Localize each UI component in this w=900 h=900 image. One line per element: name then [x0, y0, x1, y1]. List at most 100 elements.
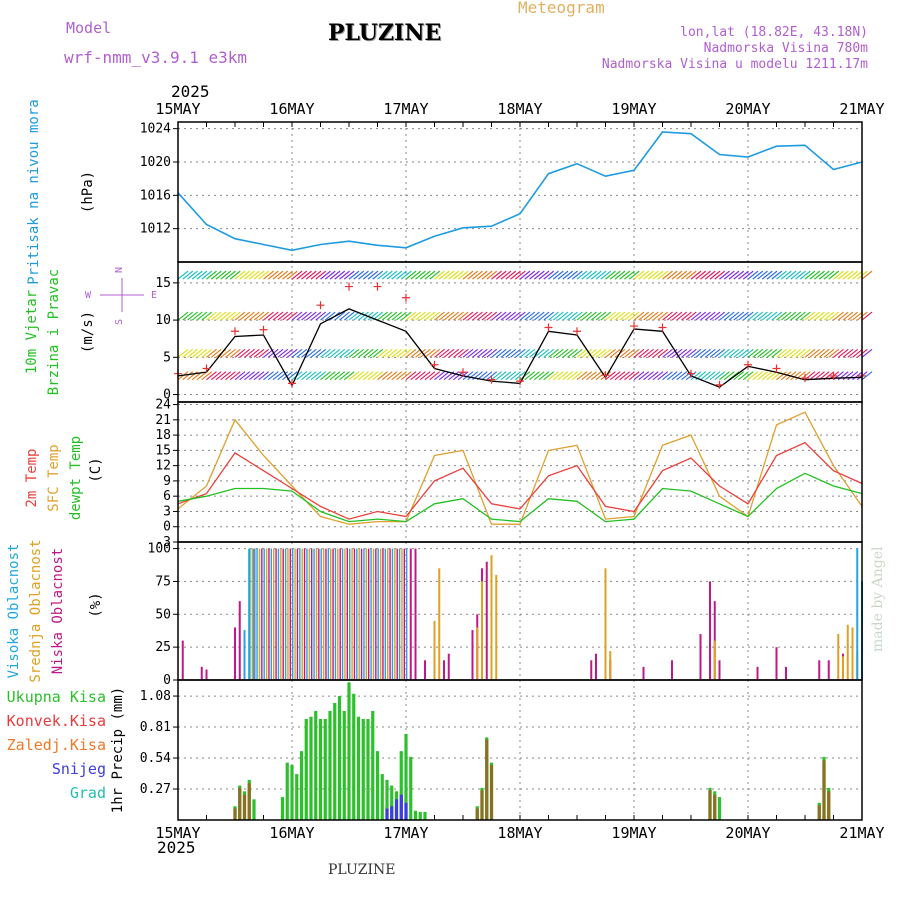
wind-barb	[738, 348, 749, 358]
cloud-overcast-bar	[365, 548, 368, 680]
wind-barb	[453, 371, 464, 381]
wind-barb	[733, 348, 745, 358]
wind-barb	[291, 348, 303, 358]
wind-barb	[576, 371, 588, 381]
cloud-overcast-bar	[261, 548, 263, 680]
wind-barb	[324, 311, 336, 321]
wind-barb	[177, 311, 189, 321]
precip-bar	[309, 716, 313, 820]
cloud-bar-niska	[471, 630, 474, 680]
wind-barb	[809, 371, 821, 381]
wind-rose-s: S	[114, 319, 125, 325]
wind-barb	[339, 311, 350, 321]
cloud-overcast-bar	[330, 548, 332, 680]
wind-barb	[662, 371, 673, 381]
model-name: wrf-nmm_v3.9.1 e3km	[64, 48, 248, 67]
cloud-overcast-bar	[384, 548, 387, 680]
wind-barb	[619, 270, 631, 280]
wind-barb	[462, 311, 474, 321]
wind-barb	[234, 270, 246, 280]
precip-legend-item: Snijeg	[52, 760, 106, 778]
wind-gust-marker	[744, 360, 752, 369]
wind-barb	[742, 270, 754, 280]
cloud-overcast-bar	[363, 548, 365, 680]
wind-barb	[329, 270, 341, 280]
cloud-overcast-bar	[334, 548, 337, 680]
wind-barb	[448, 348, 460, 358]
cloud-bar-srednja	[433, 620, 436, 680]
wind-barb	[666, 270, 678, 280]
wind-barb	[514, 311, 526, 321]
wind-barb	[239, 371, 251, 381]
wind-barb	[809, 311, 821, 321]
wind-barb	[400, 348, 412, 358]
wind-barb	[828, 348, 840, 358]
wind-barb	[495, 371, 507, 381]
wind-barb	[790, 311, 802, 321]
cloud-bar-srednja	[842, 656, 844, 680]
wind-barb	[377, 270, 388, 280]
altitude: Nadmorska Visina 780m	[703, 41, 868, 56]
precip-legend-item: Grad	[70, 784, 106, 802]
precip-bar	[356, 716, 361, 820]
precip-bar	[299, 751, 304, 820]
precip-bar	[233, 808, 237, 820]
wind-barb	[752, 348, 764, 358]
wind-barb	[847, 348, 859, 358]
wind-barb	[476, 348, 488, 358]
wind-barb	[453, 270, 464, 280]
cloud-tick-label: 75	[155, 574, 171, 589]
wind-barb	[296, 371, 308, 381]
wind-barb	[761, 311, 773, 321]
wind-tick-label: 0	[163, 388, 171, 403]
cloud-overcast-bar	[275, 548, 277, 680]
wind-barb	[263, 270, 274, 280]
wind-barb	[239, 311, 251, 321]
wind-barb	[628, 270, 640, 280]
wind-barb	[339, 270, 350, 280]
cloud-bar-srednja	[846, 624, 849, 680]
wind-barb	[638, 371, 650, 381]
wind-barb	[419, 348, 431, 358]
wind-barb	[486, 311, 498, 321]
wind-barb	[652, 348, 664, 358]
cloud-overcast-bar	[292, 548, 294, 680]
wind-barb	[315, 348, 327, 358]
wind-barb	[595, 311, 607, 321]
wind-barb	[852, 348, 863, 358]
wind-barb	[733, 371, 745, 381]
temperature-tick-label: 24	[155, 398, 171, 413]
cloud-bar-visoka	[253, 548, 255, 680]
wind-barb	[453, 311, 464, 321]
cloud-bar-srednja	[490, 555, 493, 680]
wind-barb	[277, 311, 289, 321]
cloud-bar-niska	[775, 647, 778, 680]
wind-barb	[182, 371, 194, 381]
cloud-overcast-bar	[370, 548, 372, 680]
cloud-overcast-bar	[368, 548, 370, 680]
wind-barb	[552, 270, 564, 280]
wind-barb	[690, 348, 702, 358]
wind-gust-marker	[687, 369, 695, 378]
precip-axis-label: 1hr Precip (mm)	[110, 687, 126, 813]
precip-bar	[485, 739, 489, 820]
wind-barb	[814, 270, 825, 280]
wind-barb	[771, 311, 783, 321]
wind-barb	[320, 371, 331, 381]
wind-barb	[552, 311, 564, 321]
wind-barb	[348, 348, 360, 358]
year-top: 2025	[171, 82, 210, 101]
wind-barb	[799, 270, 811, 280]
wind-barb	[358, 348, 369, 358]
wind-barb	[586, 270, 597, 280]
wind-barb	[500, 371, 512, 381]
wind-barb	[329, 348, 341, 358]
wind-barb	[742, 311, 754, 321]
wind-barb	[529, 371, 540, 381]
wind-barb	[177, 348, 189, 358]
wind-barb	[685, 348, 697, 358]
x-tick-label-top: 19MAY	[611, 100, 656, 118]
wind-barb	[538, 371, 550, 381]
wind-barb	[196, 270, 208, 280]
wind-barb	[386, 371, 398, 381]
